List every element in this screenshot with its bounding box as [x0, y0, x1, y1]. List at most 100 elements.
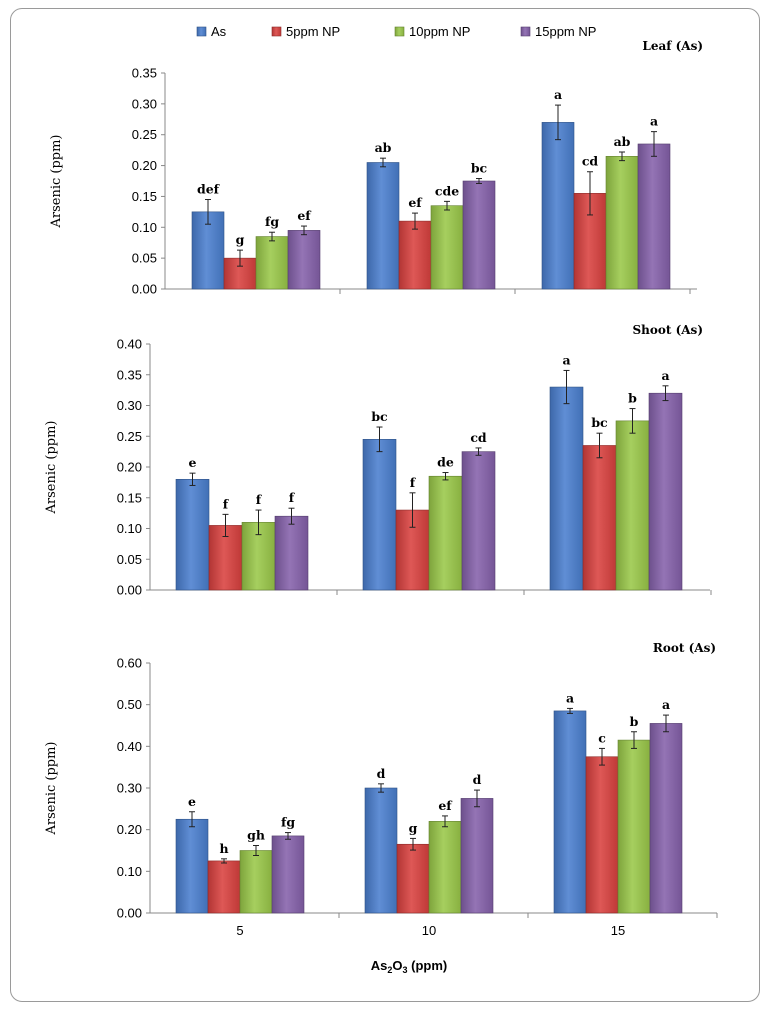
- bar-root-5ppm-np-10: [396, 843, 430, 914]
- y-tick-label: 0.10: [117, 521, 142, 536]
- bar-leaf-15ppm-np-15: [637, 143, 671, 290]
- bar-shoot-5ppm-np-15: [582, 445, 617, 591]
- significance-letter-shoot-5ppm-np-10: f: [410, 475, 417, 490]
- significance-letter-root-15ppm-np-10: d: [473, 772, 482, 787]
- y-axis-label-root: Arsenic (ppm): [44, 741, 59, 835]
- y-tick-label: 0.35: [132, 66, 157, 81]
- y-tick-label: 0.05: [132, 251, 157, 266]
- y-tick-label: 0.20: [117, 822, 142, 837]
- bar-leaf-as-15: [541, 122, 575, 290]
- significance-letter-root-10ppm-np-5: gh: [247, 828, 265, 843]
- bar-leaf-as-5: [191, 211, 225, 290]
- bar-shoot-as-15: [549, 386, 584, 591]
- bar-root-15ppm-np-5: [271, 835, 305, 914]
- bar-shoot-10ppm-np-15: [615, 420, 650, 591]
- legend: As 5ppm NP 10ppm NP 15ppm NP: [196, 24, 596, 39]
- panel-leaf: Leaf (As) Arsenic (ppm) 0.00 0.05 0.10 0.15 0.…: [49, 39, 703, 297]
- legend-swatch-5ppm-np: [271, 26, 282, 37]
- panel-title-root: Root (As): [653, 641, 716, 655]
- panel-title-shoot: Shoot (As): [632, 323, 703, 337]
- bar-shoot-15ppm-np-15: [648, 392, 683, 591]
- significance-letter-root-5ppm-np-15: c: [598, 730, 606, 745]
- y-axis-label-leaf: Arsenic (ppm): [49, 134, 64, 228]
- y-tick-label: 0.10: [117, 864, 142, 879]
- bar-root-15ppm-np-10: [460, 798, 494, 914]
- significance-letter-root-as-5: e: [188, 794, 196, 809]
- bar-root-10ppm-np-15: [617, 739, 651, 914]
- significance-letter-root-5ppm-np-10: g: [409, 820, 418, 835]
- y-tick-label: 0.20: [132, 158, 157, 173]
- y-tick-label: 0.00: [117, 583, 142, 598]
- significance-letter-shoot-10ppm-np-15: b: [628, 391, 637, 406]
- significance-letter-leaf-10ppm-np-5: fg: [265, 214, 279, 229]
- significance-letter-shoot-10ppm-np-5: f: [256, 492, 263, 507]
- bar-root-as-10: [364, 787, 398, 914]
- significance-letter-leaf-5ppm-np-10: ef: [408, 195, 423, 210]
- legend-item-10ppm-np: 10ppm NP: [394, 24, 470, 39]
- significance-letter-leaf-5ppm-np-15: cd: [582, 154, 599, 169]
- significance-letter-leaf-as-15: a: [554, 87, 562, 102]
- significance-letter-shoot-5ppm-np-15: bc: [591, 415, 608, 430]
- y-tick-label: 0.15: [117, 490, 142, 505]
- y-tick-label: 0.10: [132, 220, 157, 235]
- significance-letter-leaf-15ppm-np-5: ef: [297, 208, 312, 223]
- bar-leaf-5ppm-np-5: [223, 257, 257, 290]
- bar-root-as-5: [175, 818, 209, 914]
- panel-title-leaf: Leaf (As): [642, 39, 703, 53]
- significance-letter-leaf-as-10: ab: [375, 140, 392, 155]
- significance-letter-leaf-15ppm-np-10: bc: [471, 161, 488, 176]
- bar-shoot-15ppm-np-10: [461, 451, 496, 591]
- y-tick-label: 0.30: [132, 96, 157, 111]
- bar-leaf-10ppm-np-10: [430, 205, 464, 290]
- significance-letter-shoot-as-10: bc: [371, 409, 388, 424]
- bar-root-10ppm-np-10: [428, 821, 462, 914]
- y-tick-label: 0.25: [132, 127, 157, 142]
- significance-letter-leaf-10ppm-np-15: ab: [614, 134, 631, 149]
- bar-root-15ppm-np-15: [649, 723, 683, 914]
- bar-root-5ppm-np-15: [585, 756, 619, 914]
- bar-leaf-15ppm-np-5: [287, 230, 321, 290]
- significance-letter-shoot-15ppm-np-10: cd: [470, 430, 487, 445]
- bar-root-as-15: [553, 710, 587, 914]
- significance-letter-root-as-10: d: [377, 766, 386, 781]
- significance-letter-root-10ppm-np-10: ef: [438, 798, 453, 813]
- bar-leaf-as-10: [366, 162, 400, 290]
- bar-leaf-10ppm-np-5: [255, 236, 289, 290]
- bar-shoot-10ppm-np-10: [428, 475, 463, 591]
- y-tick-label: 0.00: [132, 282, 157, 297]
- x-tick-label: 15: [611, 923, 625, 938]
- legend-label-5ppm-np: 5ppm NP: [286, 24, 340, 39]
- legend-swatch-10ppm-np: [394, 26, 405, 37]
- significance-letter-root-15ppm-np-5: fg: [281, 815, 295, 830]
- y-tick-label: 0.25: [117, 429, 142, 444]
- significance-letter-shoot-15ppm-np-5: f: [289, 490, 296, 505]
- significance-letter-leaf-15ppm-np-15: a: [650, 114, 658, 129]
- y-tick-label: 0.50: [117, 697, 142, 712]
- legend-swatch-as: [196, 26, 207, 37]
- significance-letter-shoot-as-15: a: [562, 352, 570, 367]
- y-tick-label: 0.35: [117, 367, 142, 382]
- significance-letter-shoot-15ppm-np-15: a: [661, 368, 669, 383]
- significance-letter-root-15ppm-np-15: a: [662, 697, 670, 712]
- significance-letter-root-10ppm-np-15: b: [630, 714, 639, 729]
- significance-letter-leaf-10ppm-np-10: cde: [435, 183, 459, 198]
- legend-label-15ppm-np: 15ppm NP: [535, 24, 596, 39]
- y-tick-label: 0.15: [132, 189, 157, 204]
- bar-leaf-5ppm-np-10: [398, 220, 432, 290]
- significance-letter-leaf-as-5: def: [197, 182, 221, 197]
- significance-letter-root-as-15: a: [566, 690, 574, 705]
- bar-root-10ppm-np-5: [239, 850, 273, 914]
- panel-shoot: Shoot (As) Arsenic (ppm) 0.00 0.05 0.10 0.15 0…: [44, 323, 712, 598]
- legend-item-15ppm-np: 15ppm NP: [520, 24, 596, 39]
- legend-item-as: As: [196, 24, 227, 39]
- y-tick-label: 0.30: [117, 781, 142, 796]
- x-tick-label: 10: [422, 923, 436, 938]
- y-tick-label: 0.00: [117, 906, 142, 921]
- y-tick-label: 0.60: [117, 656, 142, 671]
- y-tick-label: 0.40: [117, 739, 142, 754]
- y-tick-label: 0.20: [117, 460, 142, 475]
- legend-swatch-15ppm-np: [520, 26, 531, 37]
- significance-letter-shoot-as-5: e: [189, 455, 197, 470]
- y-tick-label: 0.05: [117, 552, 142, 567]
- significance-letter-shoot-5ppm-np-5: f: [223, 496, 230, 511]
